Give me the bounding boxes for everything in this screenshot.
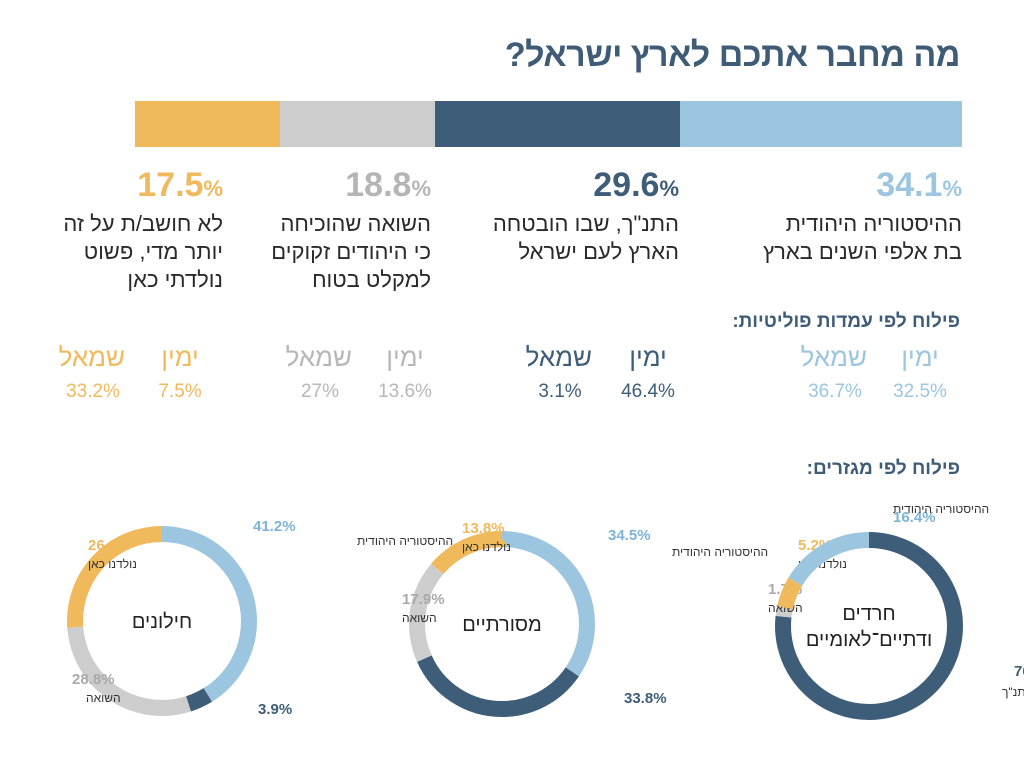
answer-percent: 18.8% [345,166,431,204]
slice-category-label: השואה [402,611,437,625]
donut-chart-3: 41.2% ההיסטוריה היהודית 3.9% 28.8% השואה 26.2… [67,518,453,718]
answer-percent: 17.5% [137,166,223,204]
answer-label-line: הארץ לעם ישראל [518,239,679,264]
slice-category-label: ההיסטוריה היהודית [357,534,453,548]
bar-segment-4 [135,101,280,147]
answer-label-line: כי היהודים זקוקים [271,239,431,264]
page-title: מה מחבר אתכם לארץ ישראל? [504,36,961,74]
answer-label-line: ההיסטוריה היהודית [785,211,962,236]
bar-segment-1 [680,101,962,147]
answer-label-line: יותר מדי, פשוט [83,239,223,264]
donut-center-label: ודתיים־לאומיים [806,629,932,651]
donut-slice [409,531,595,717]
sector-section-title: פילוח לפי מגזרים: [806,458,960,479]
slice-category-label: השואה [86,691,121,705]
answer-label-line: לא חושב/ת על זה [63,211,223,236]
political-label: שמאל [58,342,125,372]
political-left-wing-2: שמאל 3.1% [525,342,592,404]
slice-value-label: 26.2% [88,537,131,554]
slice-value-label: 17.9% [402,591,445,608]
donut-center-label: חרדים [842,603,895,625]
political-label: ימין [901,342,939,372]
slice-value-label: 28.8% [72,671,115,688]
slice-value-label: 33.8% [624,690,667,707]
answer-label-line: למקלט בטוח [312,267,431,292]
slice-value-label: 13.8% [462,520,505,537]
political-value: 32.5% [893,381,947,402]
slice-value-label: 34.5% [608,527,651,544]
political-value: 3.1% [538,381,582,402]
slice-category-label: נולדנו כאן [88,557,137,571]
answer-2: 29.6% התנ"ך, שבו הובטחה הארץ לעם ישראל [493,165,679,265]
slice-category-label: התנ"ך [1002,685,1024,699]
answer-percent: 34.1% [876,166,962,204]
answer-label-line: השואה שהוכיחה [280,211,431,236]
slice-category-label: נולדנו כאן [462,540,511,554]
donut-chart-2: 34.5% ההיסטוריה היהודית 33.8% 17.9% השואה 13.… [402,520,768,717]
political-label: ימין [161,342,199,372]
slice-category-label: ההיסטוריה היהודית [672,545,768,559]
answer-label-line: נולדתי כאן [127,267,223,292]
slice-value-label: 16.4% [893,509,936,526]
political-label: שמאל [800,342,867,372]
answer-3: 18.8% השואה שהוכיחה כי היהודים זקוקים למקלט… [271,165,431,293]
slice-category-label: ההיסטוריה היהודית [893,502,989,516]
donut-center-label: מסורתיים [462,614,542,636]
slice-value-label: 41.2% [253,518,296,535]
political-label: ימין [386,342,424,372]
political-label: שמאל [285,342,352,372]
slice-value-label: 76.7% [1014,663,1024,680]
political-section-title: פילוח לפי עמדות פוליטיות: [732,311,960,332]
political-left-wing-4: שמאל 33.2% [58,342,125,404]
political-right-wing-2: ימין 46.4% [616,342,680,404]
stacked-bar [135,101,962,147]
answer-4: 17.5% לא חושב/ת על זה יותר מדי, פשוט נולדתי… [63,165,223,293]
political-value: 46.4% [621,381,675,402]
political-right-wing-1: ימין 32.5% [888,342,952,404]
donut-slice [409,531,595,717]
political-right-wing-3: ימין 13.6% [373,342,437,404]
political-value: 33.2% [66,381,120,402]
bar-segment-2 [435,101,680,147]
political-left-wing-3: שמאל 27% [285,342,352,404]
political-value: 7.5% [158,381,202,402]
answer-label-line: התנ"ך, שבו הובטחה [492,211,679,236]
donut-slice [409,531,595,717]
donut-center-label: חילונים [132,611,192,633]
political-value: 27% [300,381,340,402]
political-value: 36.7% [808,381,862,402]
donut-slice [67,526,257,716]
political-right-wing-4: ימין 7.5% [148,342,212,404]
donut-slice [775,532,963,720]
slice-value-label: 3.9% [258,701,292,718]
answer-percent: 29.6% [593,166,679,204]
donut-slice [67,526,257,716]
answer-1: 34.1% ההיסטוריה היהודית בת אלפי השנים בארץ [763,165,962,265]
answer-label-line: בת אלפי השנים בארץ [763,239,962,264]
political-label: שמאל [525,342,592,372]
political-label: ימין [629,342,667,372]
political-left-wing-1: שמאל 36.7% [800,342,867,404]
bar-segment-3 [279,101,436,147]
political-value: 13.6% [378,381,432,402]
